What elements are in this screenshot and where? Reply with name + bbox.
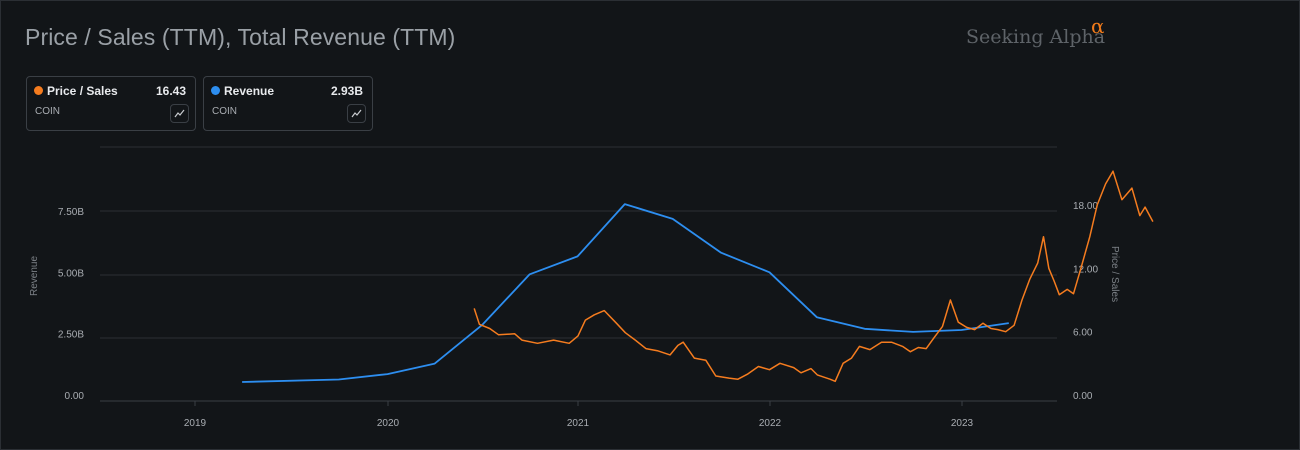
right-axis-title: Price / Sales xyxy=(1109,246,1120,302)
left-axis-tick-label: 5.00B xyxy=(58,268,84,279)
legend-card-value: 16.43 xyxy=(155,84,186,98)
legend-card-price-sales[interactable]: Price / Sales 16.43 COIN xyxy=(26,76,196,131)
legend-card-name: Price / Sales xyxy=(47,84,118,98)
legend-card-name: Revenue xyxy=(224,84,275,98)
grid-lines xyxy=(100,146,1057,406)
axis-ticks: 0.00 2.50B 5.00B 7.50B 0.00 6.00 12.00 18.00 201… xyxy=(58,201,1099,429)
sparkline-icon[interactable] xyxy=(170,104,189,123)
legend-card-ticker: COIN xyxy=(35,106,60,117)
series-line-revenue xyxy=(242,203,1009,383)
series-line-price-sales xyxy=(473,170,1154,383)
x-axis-tick-label: 2022 xyxy=(759,418,782,429)
x-axis-tick-label: 2021 xyxy=(567,418,590,429)
price-sales-color-dot xyxy=(34,86,43,95)
legend-card-ticker: COIN xyxy=(212,106,237,117)
revenue-color-dot xyxy=(211,86,220,95)
chart-title: Price / Sales (TTM), Total Revenue (TTM) xyxy=(25,24,456,50)
sparkline-icon[interactable] xyxy=(347,104,366,123)
legend-card-value: 2.93B xyxy=(330,84,363,98)
right-axis-tick-label: 6.00 xyxy=(1073,328,1093,339)
x-axis-tick-label: 2020 xyxy=(377,418,400,429)
left-axis-tick-label: 7.50B xyxy=(58,207,84,218)
right-axis-tick-label: 12.00 xyxy=(1073,264,1098,275)
left-axis-tick-label: 2.50B xyxy=(58,330,84,341)
left-axis-title: Revenue xyxy=(29,256,40,296)
brand-logo-text: Seeking Alpha xyxy=(966,26,1106,48)
right-axis-tick-label: 0.00 xyxy=(1073,391,1093,402)
left-axis-tick-label: 0.00 xyxy=(65,391,85,402)
legend-card-revenue[interactable]: Revenue 2.93B COIN xyxy=(203,76,373,131)
series-lines xyxy=(242,170,1154,383)
x-axis-tick-label: 2019 xyxy=(184,418,207,429)
x-axis-tick-label: 2023 xyxy=(951,418,974,429)
brand-alpha-icon: α xyxy=(1091,14,1105,38)
right-axis-tick-label: 18.00 xyxy=(1073,201,1098,212)
